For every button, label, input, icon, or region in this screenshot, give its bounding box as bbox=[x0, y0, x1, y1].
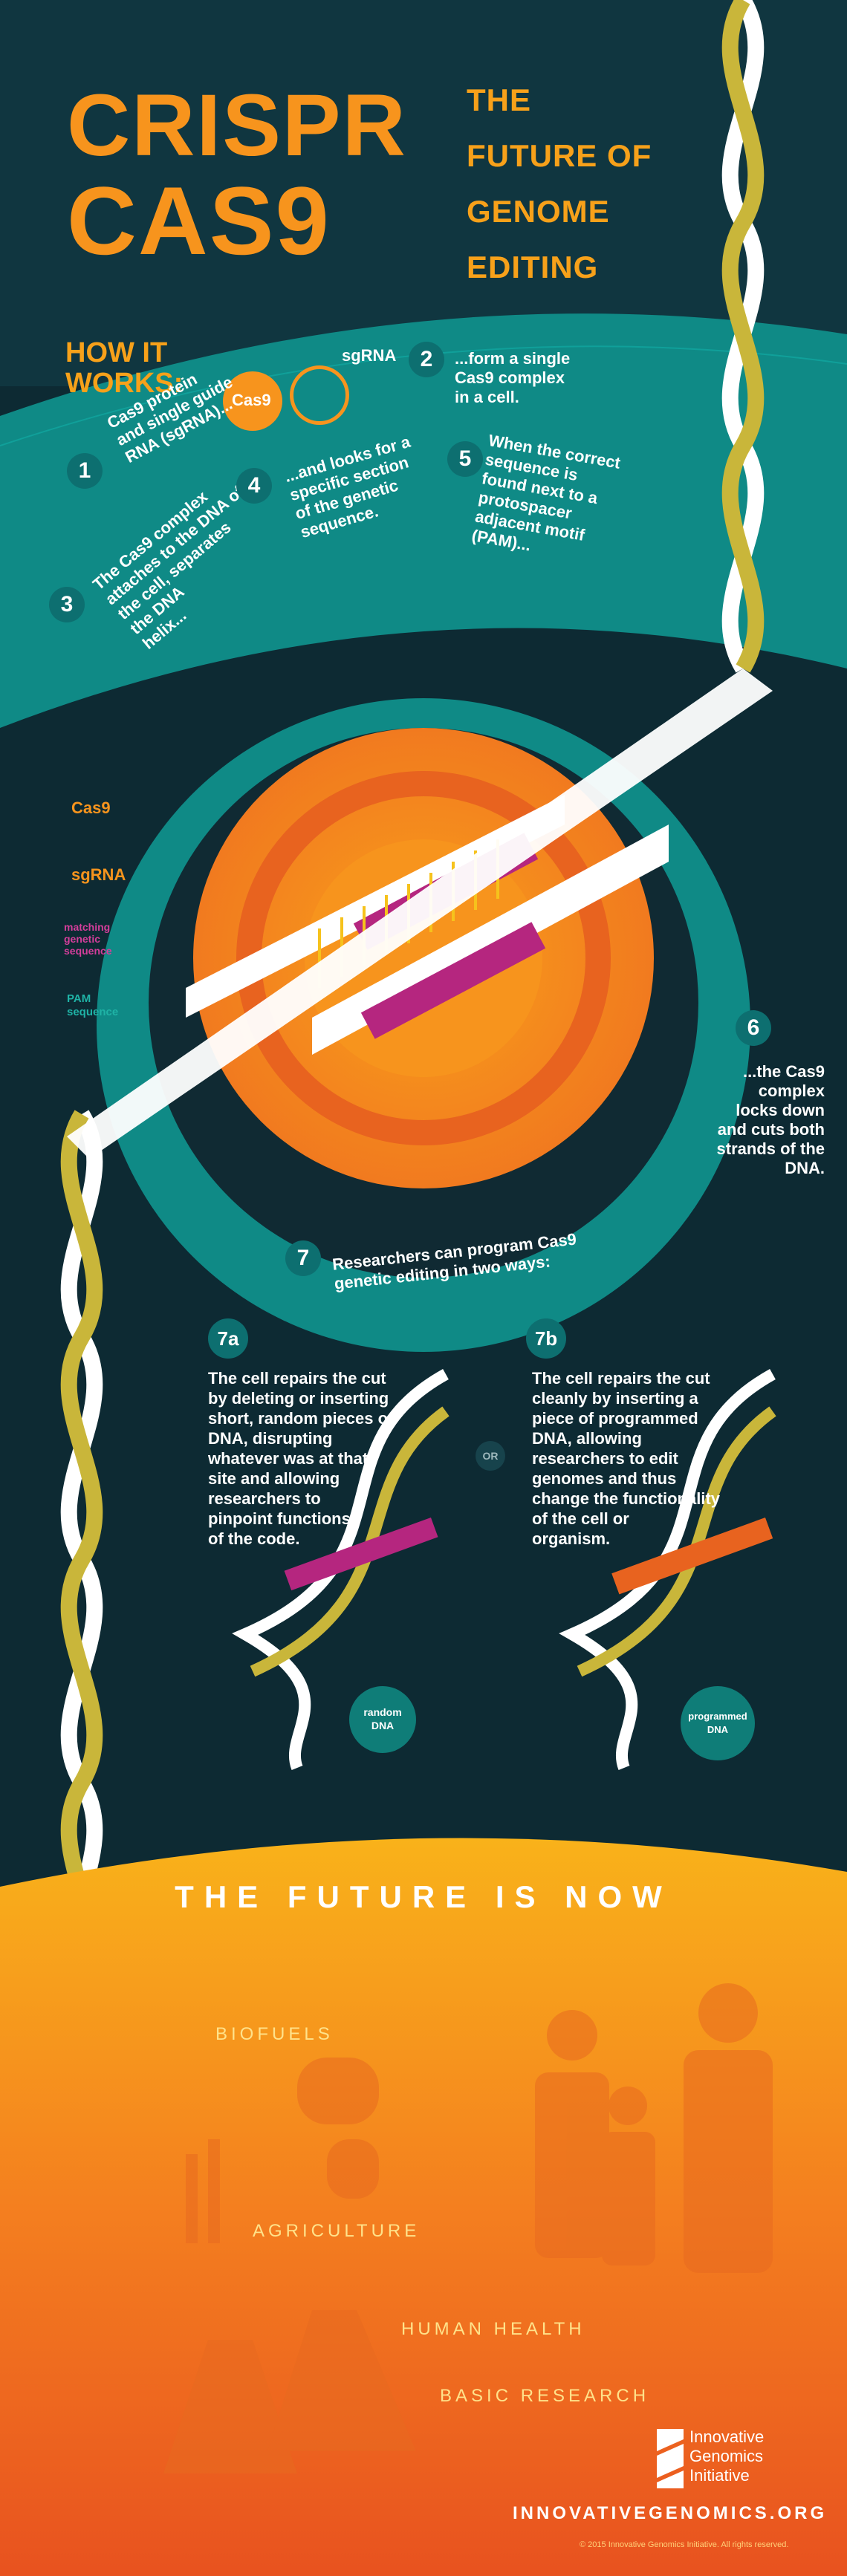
programmed-dna-badge: programmed DNA bbox=[681, 1686, 755, 1760]
random-dna-line: DNA bbox=[371, 1720, 395, 1731]
option-7b-line: organism. bbox=[532, 1529, 611, 1548]
cas9-protein-icon: Cas9 bbox=[223, 371, 282, 431]
legend-cas9: Cas9 bbox=[71, 799, 111, 817]
random-dna-line: random bbox=[363, 1706, 402, 1718]
step-1-number: 1 bbox=[67, 453, 103, 489]
how-heading-line-1: HOW IT bbox=[65, 337, 168, 368]
step-3-number: 3 bbox=[49, 587, 85, 622]
option-7a-line: site and allowing bbox=[208, 1469, 340, 1488]
title-line-1: CRISPR bbox=[67, 77, 407, 175]
sector-human-health: HUMAN HEALTH bbox=[401, 2319, 585, 2339]
step-5-number: 5 bbox=[447, 441, 483, 477]
dna-helix-right bbox=[721, 0, 765, 673]
step-6-text: ...the Cas9 complex locks down and cuts … bbox=[698, 1062, 825, 1178]
step-6-line: ...the Cas9 bbox=[742, 1062, 825, 1081]
footer-url[interactable]: INNOVATIVEGENOMICS.ORG bbox=[513, 2503, 828, 2523]
option-7a-line: The cell repairs the cut bbox=[208, 1369, 386, 1388]
sector-agriculture: AGRICULTURE bbox=[253, 2221, 421, 2241]
option-7b-line: The cell repairs the cut bbox=[532, 1369, 710, 1388]
legend-sgrna: sgRNA bbox=[71, 865, 126, 884]
option-7b-line: DNA, allowing bbox=[532, 1429, 642, 1448]
org-name-line: Initiative bbox=[689, 2466, 750, 2485]
option-7a-line: pinpoint functions bbox=[208, 1509, 351, 1528]
option-7a-line: by deleting or inserting bbox=[208, 1389, 389, 1408]
step-4-number: 4 bbox=[236, 468, 272, 504]
step-2-text: ...form a single Cas9 complex in a cell. bbox=[455, 349, 570, 407]
option-7b-line: researchers to edit bbox=[532, 1449, 678, 1468]
option-7a-line: short, random pieces of bbox=[208, 1409, 394, 1428]
subtitle-line-2: FUTURE OF bbox=[467, 138, 652, 173]
option-7a-line: of the code. bbox=[208, 1529, 300, 1548]
org-name: Innovative Genomics Initiative bbox=[689, 2427, 764, 2485]
step-6-line: and cuts both bbox=[717, 1120, 825, 1139]
step-6-line: strands of the DNA. bbox=[716, 1139, 825, 1177]
title-line-2: CAS9 bbox=[67, 166, 331, 275]
org-name-line: Innovative bbox=[689, 2427, 765, 2446]
legend-pam-line: PAM bbox=[67, 992, 91, 1005]
dna-helix-7a bbox=[232, 1369, 450, 1770]
programmed-dna-line: programmed bbox=[688, 1711, 747, 1722]
footer-copyright: © 2015 Innovative Genomics Initiative. A… bbox=[580, 2540, 789, 2549]
step-6-line: complex bbox=[758, 1082, 825, 1100]
subtitle-line-1: THE bbox=[467, 82, 531, 117]
future-banner: THE FUTURE IS NOW bbox=[175, 1879, 672, 1914]
programmed-dna-line: DNA bbox=[707, 1724, 729, 1735]
legend-matching: matching genetic sequence bbox=[64, 921, 112, 957]
dna-helix-7b bbox=[559, 1369, 776, 1770]
step-2-line: ...form a single bbox=[455, 349, 571, 368]
sgrna-icon bbox=[290, 365, 349, 425]
option-7b-number: 7b bbox=[526, 1318, 566, 1359]
step-5-text: When the correct sequence is found next … bbox=[470, 431, 622, 568]
option-7a-text: The cell repairs the cut by deleting or … bbox=[208, 1368, 393, 1549]
option-7a-line: DNA, disrupting bbox=[208, 1429, 333, 1448]
step-2-line: Cas9 complex bbox=[455, 368, 565, 387]
option-7b-text: The cell repairs the cut cleanly by inse… bbox=[532, 1368, 720, 1549]
legend-pam-line: sequence bbox=[67, 1006, 119, 1018]
cas9-badge-label: Cas9 bbox=[232, 391, 271, 409]
legend-matching-line: sequence bbox=[64, 945, 112, 957]
option-7a-line: researchers to bbox=[208, 1489, 321, 1508]
option-7b-line: of the cell or bbox=[532, 1509, 629, 1528]
logo-icon bbox=[657, 2429, 684, 2488]
option-7a-line: whatever was at that bbox=[208, 1449, 369, 1468]
option-7b-line: piece of programmed bbox=[532, 1409, 698, 1428]
legend-pam: PAM sequence bbox=[67, 992, 118, 1019]
option-7b-line: cleanly by inserting a bbox=[532, 1389, 698, 1408]
step-6-line: locks down bbox=[736, 1101, 825, 1119]
step-2-number: 2 bbox=[409, 342, 444, 377]
or-badge: OR bbox=[476, 1441, 505, 1471]
option-7b-line: genomes and thus bbox=[532, 1469, 677, 1488]
random-dna-badge: random DNA bbox=[349, 1686, 416, 1753]
org-name-line: Genomics bbox=[689, 2447, 764, 2465]
step-2-line: in a cell. bbox=[455, 388, 519, 406]
subtitle-line-4: EDITING bbox=[467, 250, 599, 284]
teal-band bbox=[0, 313, 847, 728]
step-7-number: 7 bbox=[285, 1240, 321, 1276]
how-heading-line-2: WORKS: bbox=[65, 368, 184, 399]
sector-basic-research: BASIC RESEARCH bbox=[440, 2386, 650, 2406]
legend-matching-line: genetic bbox=[64, 933, 101, 945]
subtitle-line-3: GENOME bbox=[467, 194, 610, 229]
option-7a-number: 7a bbox=[208, 1318, 248, 1359]
sgrna-label: sgRNA bbox=[342, 346, 397, 365]
legend-matching-line: matching bbox=[64, 921, 111, 933]
step-6-number: 6 bbox=[736, 1010, 771, 1046]
sector-biofuels: BIOFUELS bbox=[215, 2024, 334, 2044]
option-7b-line: change the functionality bbox=[532, 1489, 721, 1508]
